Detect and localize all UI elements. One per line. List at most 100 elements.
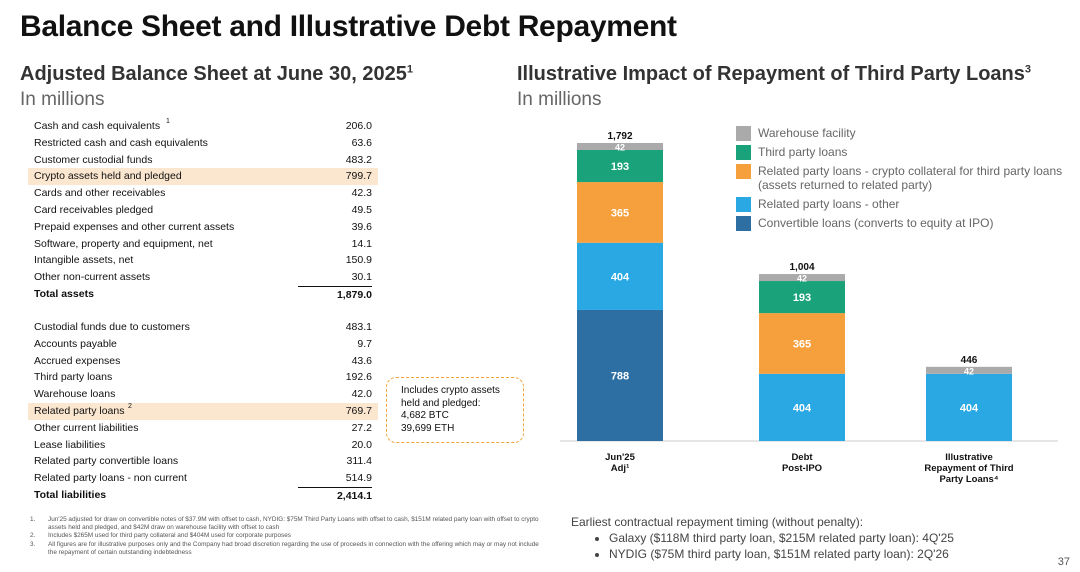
total-label: Total liabilities	[34, 488, 107, 501]
bar-value-label: 42	[797, 274, 807, 284]
callout-line: 39,699 ETH	[401, 422, 455, 434]
legend-swatch	[736, 164, 751, 179]
bar-value-label: 42	[615, 142, 625, 152]
repayment-heading: Illustrative Impact of Repayment of Thir…	[517, 63, 1031, 86]
bar-segment	[577, 242, 663, 310]
row-value: 483.1	[345, 321, 372, 333]
row-label: Software, property and equipment, net	[34, 237, 213, 250]
row-value: 514.9	[345, 472, 372, 485]
assets-table: Cash and cash equivalents 206.0 1 Restricte…	[28, 118, 378, 303]
crypto-assets-callout: Includes crypto assets held and pledged:…	[386, 377, 524, 443]
legend-label: Convertible loans (converts to equity at…	[758, 216, 994, 230]
row-value: 43.6	[351, 354, 372, 367]
legend-swatch	[736, 145, 751, 160]
bar-value-label: 404	[960, 402, 979, 414]
balance-sheet-heading: Adjusted Balance Sheet at June 30, 20251	[20, 63, 413, 86]
legend-label: Related party loans - crypto collateral …	[758, 164, 1063, 192]
bar-total-label: 446	[961, 355, 978, 366]
bar-value-label: 788	[611, 370, 629, 382]
row-value: 14.1	[351, 237, 372, 250]
table-row: Related party loans 769.7 2	[28, 402, 378, 420]
footnote: 1. Jun'25 adjusted for draw on convertibl…	[30, 516, 540, 532]
category-label: Jun'25 Adj¹	[605, 452, 635, 474]
footnote-text: Jun'25 adjusted for draw on convertible …	[48, 516, 539, 532]
legend-item: Warehouse facility	[736, 126, 1078, 141]
callout-line: held and pledged:	[401, 397, 481, 409]
total-value: 2,414.1	[298, 486, 372, 505]
table-row: Crypto assets held and pledged 799.7	[28, 168, 378, 186]
bar-segment	[759, 373, 845, 441]
table-row: Cash and cash equivalents 206.0 1	[28, 118, 378, 135]
bar-value-label: 193	[793, 292, 811, 304]
legend-item: Related party loans - other	[736, 197, 1078, 212]
table-row: Warehouse loans 42.0	[28, 386, 378, 403]
row-footnote-marker: 1	[166, 118, 170, 125]
bar-segment	[577, 143, 663, 150]
bar-segment	[577, 149, 663, 183]
category-label: Debt Post-IPO	[782, 452, 822, 474]
heading-footnote-marker: 3	[1024, 63, 1032, 76]
row-label: Related party loans - non current	[34, 472, 187, 485]
row-value: 39.6	[351, 220, 372, 233]
legend-swatch	[736, 197, 751, 212]
bar-total-label: 1,004	[789, 262, 814, 273]
row-value: 9.7	[357, 337, 372, 350]
footnote-number: 3.	[30, 540, 36, 548]
row-value: 27.2	[351, 421, 372, 434]
row-value: 42.3	[351, 187, 372, 200]
table-row: Cards and other receivables 42.3	[28, 185, 378, 202]
table-row: Accounts payable 9.7	[28, 336, 378, 353]
bar-segment	[759, 313, 845, 374]
footnote: 3. All figures are for illustrative purpo…	[30, 541, 540, 557]
row-label: Cards and other receivables	[34, 187, 166, 200]
legend-swatch	[736, 216, 751, 231]
heading-footnote-marker: 1	[406, 63, 413, 76]
legend-label: Related party loans - other	[758, 197, 900, 211]
row-label: Other current liabilities	[34, 421, 139, 434]
row-value: 206.0	[345, 120, 372, 132]
total-row: Total liabilities 2,414.1	[28, 486, 378, 505]
row-value: 311.4	[346, 455, 373, 468]
table-row: Third party loans 192.6	[28, 369, 378, 386]
row-label: Custodial funds due to customers	[34, 321, 190, 333]
bar-segment	[926, 373, 1012, 441]
row-label: Card receivables pledged	[34, 203, 154, 216]
table-row: Related party convertible loans 311.4	[28, 453, 378, 470]
row-footnote-marker: 2	[128, 402, 132, 410]
row-value: 192.6	[345, 371, 372, 384]
timing-item-galaxy: Galaxy ($118M third party loan, $215M re…	[609, 530, 954, 546]
legend-item: Convertible loans (converts to equity at…	[736, 216, 1078, 231]
row-value: 49.5	[351, 203, 372, 216]
row-value: 150.9	[345, 254, 372, 267]
timing-list: Galaxy ($118M third party loan, $215M re…	[571, 530, 954, 562]
row-label: Related party convertible loans	[34, 455, 179, 468]
bar-value-label: 42	[964, 366, 974, 376]
table-row: Custodial funds due to customers 483.1	[28, 319, 378, 336]
legend-item: Third party loans	[736, 145, 1078, 160]
bar-value-label: 404	[793, 402, 812, 414]
row-label: Prepaid expenses and other current asset…	[34, 220, 235, 233]
bar-segment	[759, 274, 845, 282]
table-row: Accrued expenses 43.6	[28, 353, 378, 370]
table-row: Intangible assets, net 150.9	[28, 252, 378, 269]
callout-line: 4,682 BTC	[401, 410, 449, 421]
bar-segment	[759, 281, 845, 314]
repayment-subheading: In millions	[517, 89, 602, 110]
table-row: Lease liabilities 20.0	[28, 437, 378, 454]
row-label: Accrued expenses	[34, 354, 121, 367]
table-row: Customer custodial funds 483.2	[28, 152, 378, 169]
bar-value-label: 365	[611, 207, 629, 219]
row-value: 769.7	[345, 404, 372, 417]
total-row: Total assets 1,879.0	[28, 285, 378, 303]
bar-value-label: 193	[611, 161, 629, 173]
row-label: Accounts payable	[34, 337, 117, 350]
row-value: 20.0	[351, 438, 372, 451]
bar-value-label: 404	[611, 271, 630, 283]
footnote-text: All figures are for illustrative purpose…	[48, 540, 539, 556]
legend-item: Related party loans - crypto collateral …	[736, 164, 1078, 192]
row-label: Warehouse loans	[34, 388, 116, 401]
row-label: Customer custodial funds	[34, 153, 153, 166]
bar-segment	[577, 309, 663, 441]
row-label: Other non-current assets	[34, 271, 151, 284]
row-label: Restricted cash and cash equivalents	[34, 136, 208, 149]
